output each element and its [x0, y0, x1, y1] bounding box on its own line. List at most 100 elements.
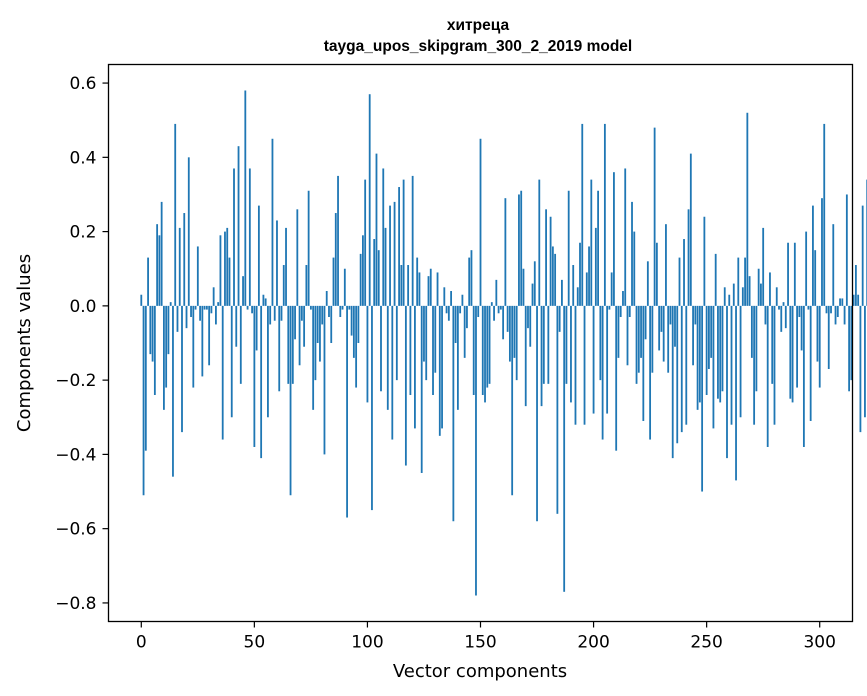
bar-33 [215, 305, 217, 325]
bar-158 [497, 305, 500, 314]
bar-18 [181, 305, 183, 433]
bar-102 [371, 305, 373, 511]
bar-195 [581, 123, 584, 306]
bar-170 [524, 305, 527, 407]
x-tick-label: 250 [690, 633, 722, 653]
bar-233 [667, 305, 670, 373]
bar-19 [183, 213, 186, 306]
bar-87 [337, 175, 339, 306]
bar-58 [271, 138, 274, 306]
bar-296 [809, 305, 812, 421]
bar-29 [205, 305, 208, 310]
bar-178 [542, 305, 545, 384]
bar-310 [841, 298, 844, 306]
bar-54 [262, 294, 265, 306]
bar-145 [468, 257, 471, 306]
bar-65 [287, 305, 290, 384]
bar-10 [163, 305, 165, 410]
bar-15 [174, 123, 177, 306]
bar-116 [402, 179, 405, 306]
bar-179 [545, 209, 547, 306]
bar-235 [671, 305, 674, 459]
bar-166 [515, 305, 518, 381]
bar-262 [732, 283, 735, 306]
bar-241 [685, 305, 688, 425]
bar-14 [172, 305, 174, 477]
bar-307 [834, 305, 837, 325]
bar-6 [153, 305, 156, 395]
bar-171 [527, 305, 529, 329]
bar-80 [321, 305, 324, 325]
bar-221 [640, 305, 642, 358]
bar-16 [176, 305, 179, 332]
bar-243 [689, 153, 692, 306]
bar-34 [217, 302, 220, 306]
bar-284 [782, 302, 785, 306]
bar-236 [674, 305, 676, 347]
bar-136 [447, 305, 450, 321]
bar-231 [662, 305, 665, 362]
bar-230 [660, 305, 663, 332]
bar-39 [228, 257, 231, 306]
y-tick-label: −0.6 [55, 520, 96, 540]
bar-129 [432, 305, 434, 395]
y-tick-label: 0.4 [69, 148, 96, 168]
bars-group [140, 90, 867, 596]
bar-147 [472, 305, 475, 395]
bar-7 [156, 224, 159, 306]
bar-223 [644, 305, 647, 340]
bar-85 [332, 257, 335, 306]
bar-112 [393, 201, 396, 306]
bar-248 [701, 305, 704, 492]
bar-36 [221, 305, 224, 440]
bar-240 [683, 239, 685, 306]
bar-12 [167, 305, 170, 355]
bar-44 [239, 305, 242, 384]
bar-186 [561, 279, 563, 306]
bar-30 [208, 305, 211, 366]
bar-66 [289, 305, 292, 496]
bar-201 [594, 227, 597, 306]
bar-257 [721, 305, 724, 392]
bar-229 [658, 305, 661, 351]
bar-160 [502, 305, 505, 340]
bar-96 [357, 305, 360, 343]
bar-263 [735, 305, 737, 481]
bar-28 [203, 305, 206, 310]
bar-288 [791, 305, 794, 403]
bar-41 [233, 168, 235, 306]
bar-138 [452, 305, 455, 522]
bar-226 [651, 305, 654, 373]
y-tick-label: −0.4 [55, 445, 96, 465]
bar-196 [583, 305, 586, 425]
bar-4 [149, 305, 152, 355]
bar-78 [316, 305, 319, 343]
bar-185 [558, 305, 561, 332]
bar-122 [416, 257, 419, 306]
bar-256 [719, 305, 722, 403]
bar-180 [547, 305, 550, 384]
bar-247 [698, 305, 701, 403]
bar-106 [380, 305, 382, 392]
bar-191 [572, 265, 575, 306]
bar-51 [255, 305, 258, 351]
bar-306 [832, 224, 835, 306]
bar-154 [488, 305, 491, 384]
bar-177 [540, 305, 543, 407]
bar-82 [325, 291, 328, 306]
bar-92 [348, 305, 351, 310]
bar-193 [576, 287, 579, 306]
bar-98 [362, 235, 364, 306]
bar-198 [588, 246, 590, 306]
y-tick-label: 0.0 [69, 297, 96, 317]
bar-206 [606, 305, 609, 414]
bar-204 [601, 305, 604, 440]
bar-127 [427, 276, 430, 306]
bar-281 [775, 287, 778, 306]
bar-109 [386, 305, 389, 410]
bar-220 [637, 305, 640, 373]
bar-42 [235, 305, 238, 347]
x-axis-label: Vector components [393, 661, 567, 682]
bar-239 [680, 305, 683, 433]
bar-222 [642, 305, 645, 421]
